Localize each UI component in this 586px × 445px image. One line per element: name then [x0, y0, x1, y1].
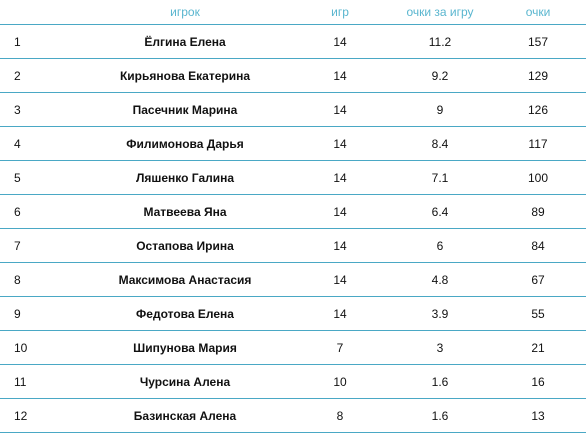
points-per-game-cell: 6.4 — [390, 194, 490, 229]
rank-cell: 7 — [0, 228, 80, 263]
points-cell: 157 — [490, 24, 586, 59]
player-name-cell: Шипунова Мария — [80, 330, 290, 365]
rank-cell: 9 — [0, 296, 80, 331]
rank-cell: 3 — [0, 92, 80, 127]
points-per-game-cell: 3.9 — [390, 296, 490, 331]
header-points-per-game: очки за игру — [390, 0, 490, 25]
table-row: 4 Филимонова Дарья 14 8.4 117 — [0, 126, 586, 161]
table-row: 5 Ляшенко Галина 14 7.1 100 — [0, 160, 586, 195]
points-cell: 16 — [490, 364, 586, 399]
header-player: игрок — [80, 0, 290, 25]
points-per-game-cell: 8.4 — [390, 126, 490, 161]
rank-cell: 6 — [0, 194, 80, 229]
table-row: 7 Остапова Ирина 14 6 84 — [0, 228, 586, 263]
header-points: очки — [490, 0, 586, 25]
points-cell: 67 — [490, 262, 586, 297]
points-cell: 84 — [490, 228, 586, 263]
player-name-cell: Ляшенко Галина — [80, 160, 290, 195]
header-rank — [0, 0, 80, 25]
player-name-cell: Матвеева Яна — [80, 194, 290, 229]
points-per-game-cell: 1.6 — [390, 364, 490, 399]
points-cell: 126 — [490, 92, 586, 127]
table-row: 2 Кирьянова Екатерина 14 9.2 129 — [0, 58, 586, 93]
points-per-game-cell: 7.1 — [390, 160, 490, 195]
rank-cell: 10 — [0, 330, 80, 365]
points-cell: 21 — [490, 330, 586, 365]
games-cell: 7 — [290, 330, 390, 365]
player-name-cell: Максимова Анастасия — [80, 262, 290, 297]
table-row: 6 Матвеева Яна 14 6.4 89 — [0, 194, 586, 229]
points-cell: 13 — [490, 398, 586, 433]
player-name-cell: Пасечник Марина — [80, 92, 290, 127]
games-cell: 14 — [290, 92, 390, 127]
games-cell: 10 — [290, 364, 390, 399]
table-body: 1 Ёлгина Елена 14 11.2 157 2 Кирьянова Екатери… — [0, 24, 586, 433]
games-cell: 14 — [290, 296, 390, 331]
player-stats-table: игрок игр очки за игру очки 1 Ёлгина Елен… — [0, 0, 586, 433]
games-cell: 8 — [290, 398, 390, 433]
games-cell: 14 — [290, 126, 390, 161]
table-row: 8 Максимова Анастасия 14 4.8 67 — [0, 262, 586, 297]
points-per-game-cell: 4.8 — [390, 262, 490, 297]
table-row: 10 Шипунова Мария 7 3 21 — [0, 330, 586, 365]
rank-cell: 8 — [0, 262, 80, 297]
rank-cell: 11 — [0, 364, 80, 399]
table-row: 11 Чурсина Алена 10 1.6 16 — [0, 364, 586, 399]
table-row: 1 Ёлгина Елена 14 11.2 157 — [0, 24, 586, 59]
header-row: игрок игр очки за игру очки — [0, 0, 586, 25]
table-header: игрок игр очки за игру очки — [0, 0, 586, 25]
games-cell: 14 — [290, 262, 390, 297]
points-per-game-cell: 9.2 — [390, 58, 490, 93]
points-per-game-cell: 11.2 — [390, 24, 490, 59]
player-name-cell: Федотова Елена — [80, 296, 290, 331]
header-games: игр — [290, 0, 390, 25]
table-row: 3 Пасечник Марина 14 9 126 — [0, 92, 586, 127]
points-cell: 55 — [490, 296, 586, 331]
player-name-cell: Кирьянова Екатерина — [80, 58, 290, 93]
points-cell: 100 — [490, 160, 586, 195]
games-cell: 14 — [290, 24, 390, 59]
player-name-cell: Ёлгина Елена — [80, 24, 290, 59]
player-name-cell: Филимонова Дарья — [80, 126, 290, 161]
points-per-game-cell: 6 — [390, 228, 490, 263]
games-cell: 14 — [290, 194, 390, 229]
rank-cell: 12 — [0, 398, 80, 433]
rank-cell: 2 — [0, 58, 80, 93]
games-cell: 14 — [290, 58, 390, 93]
points-cell: 129 — [490, 58, 586, 93]
points-per-game-cell: 1.6 — [390, 398, 490, 433]
player-name-cell: Базинская Алена — [80, 398, 290, 433]
table-row: 12 Базинская Алена 8 1.6 13 — [0, 398, 586, 433]
points-cell: 117 — [490, 126, 586, 161]
player-name-cell: Остапова Ирина — [80, 228, 290, 263]
rank-cell: 1 — [0, 24, 80, 59]
table-row: 9 Федотова Елена 14 3.9 55 — [0, 296, 586, 331]
rank-cell: 4 — [0, 126, 80, 161]
points-per-game-cell: 9 — [390, 92, 490, 127]
points-per-game-cell: 3 — [390, 330, 490, 365]
games-cell: 14 — [290, 228, 390, 263]
games-cell: 14 — [290, 160, 390, 195]
rank-cell: 5 — [0, 160, 80, 195]
points-cell: 89 — [490, 194, 586, 229]
player-name-cell: Чурсина Алена — [80, 364, 290, 399]
